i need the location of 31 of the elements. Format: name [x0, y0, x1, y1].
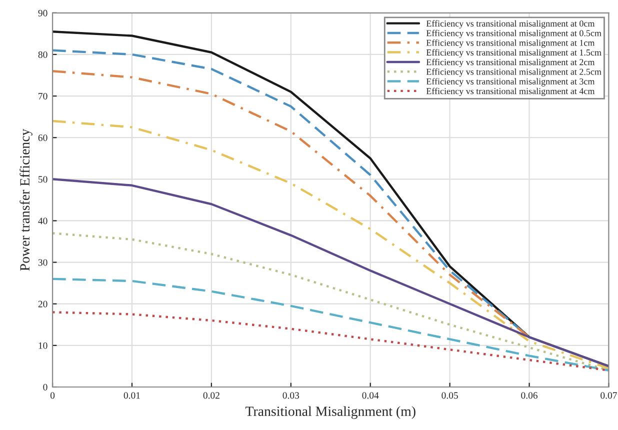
y-axis-title: Power transfer Efficiency — [20, 128, 32, 271]
legend-label: Efficiency vs transitional misalignment at 3cm — [426, 78, 595, 86]
y-tick-label: 70 — [38, 92, 48, 100]
x-tick-label: 0.06 — [521, 392, 538, 399]
y-tick-label: 60 — [38, 134, 48, 142]
y-tick-label: 10 — [38, 342, 48, 349]
x-tick-label: 0 — [50, 392, 55, 399]
legend-label: Efficiency vs transitional misalignment at 0cm — [426, 20, 595, 28]
legend-label: Efficiency vs transitional misalignment at 0.5cm — [426, 30, 602, 38]
y-tick-label: 30 — [38, 259, 48, 266]
y-tick-label: 80 — [38, 51, 48, 58]
x-tick-label: 0.02 — [203, 392, 220, 399]
legend-label: Efficiency vs transitional misalignment at 2cm — [426, 58, 595, 68]
line-series — [52, 178, 609, 368]
x-tick-label: 0.07 — [600, 392, 617, 399]
y-tick-label: 0 — [43, 384, 48, 390]
line-series — [52, 120, 609, 370]
y-tick-label: 20 — [38, 300, 48, 308]
y-tick-label: 40 — [38, 218, 48, 224]
legend-label: Efficiency vs transitional misalignment at 2.5cm — [426, 68, 602, 77]
y-tick-label: 90 — [38, 10, 48, 16]
x-tick-label: 0.04 — [362, 392, 379, 399]
line-series — [52, 278, 609, 372]
x-tick-label: 0.05 — [442, 392, 458, 399]
legend-label: Efficiency vs transitional misalignment at 1.5cm — [426, 49, 602, 58]
x-tick-label: 0.01 — [124, 392, 140, 399]
x-axis-title: Transitional Misalignment (m) — [245, 406, 416, 419]
x-tick-label: 0.03 — [282, 392, 300, 399]
legend-label: Efficiency vs transitional misalignment at 1cm — [426, 39, 595, 48]
legend-label: Efficiency vs transitional misalignment at 4cm — [426, 88, 595, 96]
y-tick-label: 50 — [38, 176, 48, 183]
